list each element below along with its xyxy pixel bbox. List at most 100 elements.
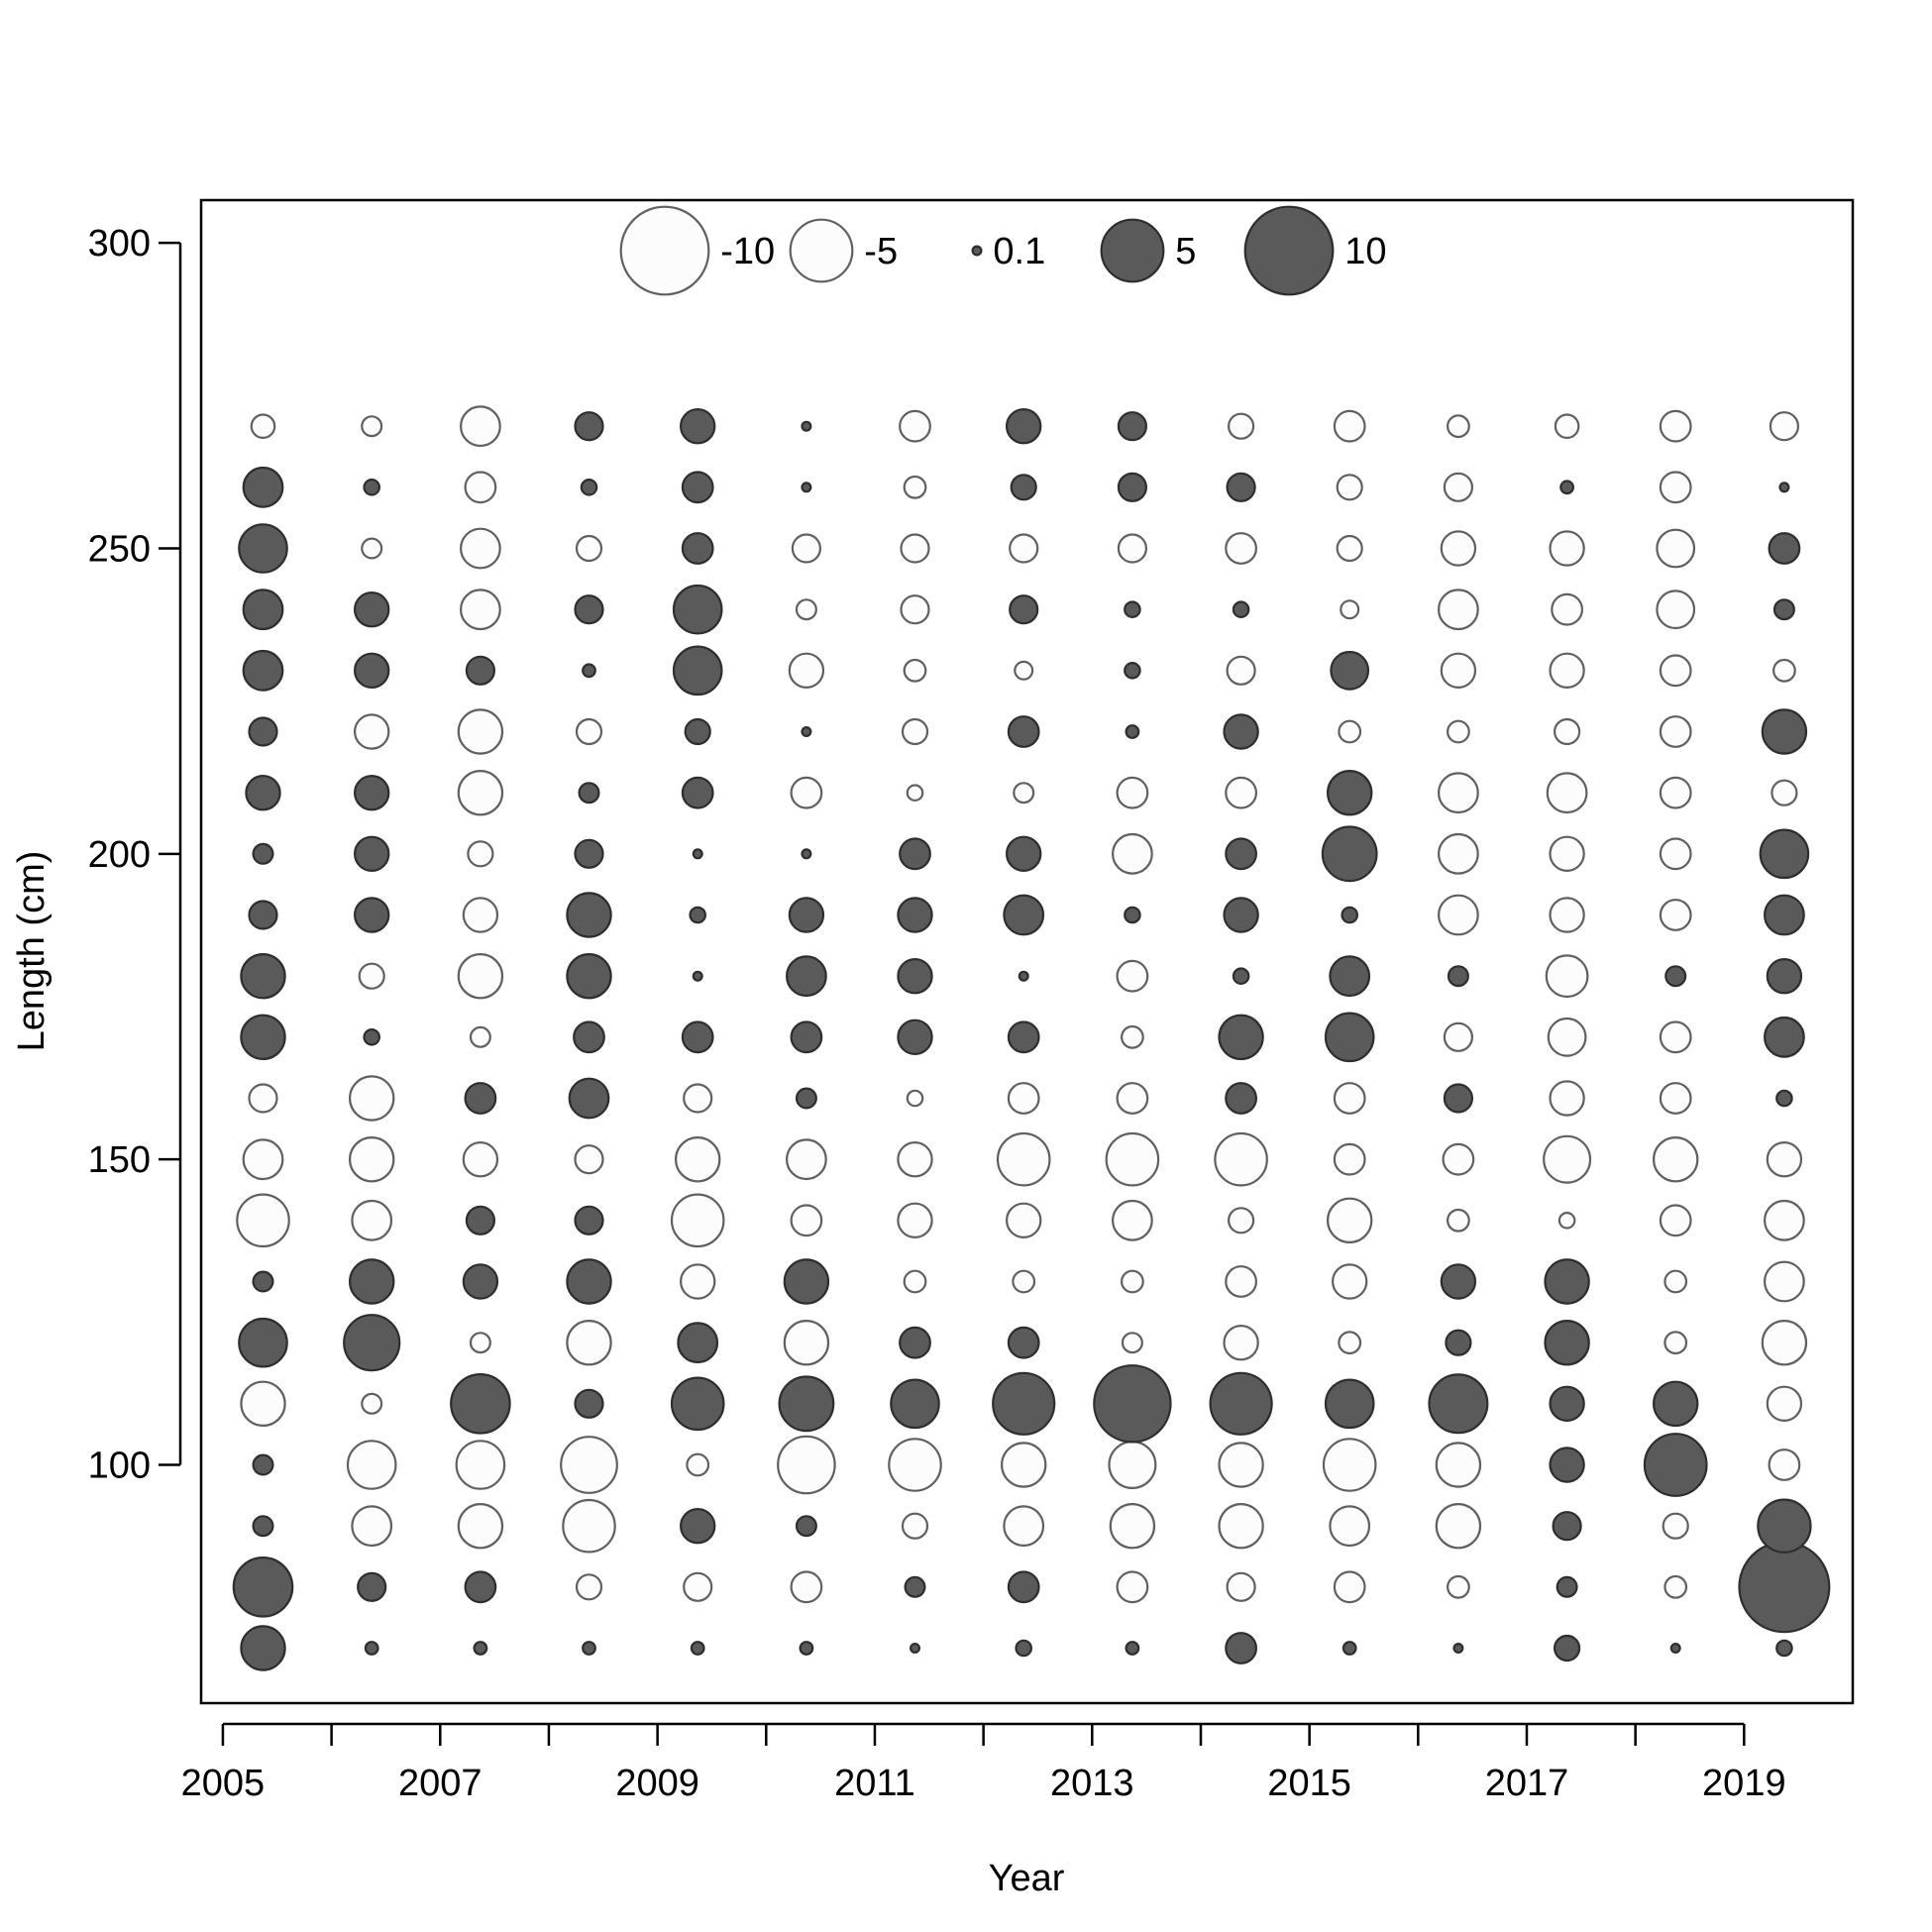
bubble-point xyxy=(1775,1089,1793,1108)
bubble-point xyxy=(562,1498,616,1554)
x-axis: 2005 2007 2009 2011 2013 2015 2017 2019 xyxy=(181,1722,1786,1804)
bubble-point xyxy=(1105,1131,1160,1187)
bubble-point xyxy=(363,1028,380,1046)
bubble-point xyxy=(351,1199,393,1241)
bubble-point xyxy=(801,848,812,860)
bubble-point xyxy=(1440,652,1477,690)
bubble-point xyxy=(1446,719,1470,744)
bubble-point xyxy=(574,1205,604,1235)
bubble-point xyxy=(790,776,823,809)
bubble-point xyxy=(1329,1505,1371,1548)
bubble-point xyxy=(1321,825,1378,883)
bubble-point xyxy=(1005,1202,1042,1239)
bubble-point xyxy=(786,1138,827,1181)
bubble-point xyxy=(1556,1575,1578,1598)
bubble-point xyxy=(1007,1020,1040,1054)
bubble-point xyxy=(1669,1642,1681,1654)
bubble-point xyxy=(1763,1016,1805,1058)
bubble-point xyxy=(1446,1574,1470,1599)
bubble-point xyxy=(795,598,817,621)
bubble-point xyxy=(909,1642,920,1654)
bubble-point xyxy=(1116,959,1149,993)
bubble-point xyxy=(1340,599,1360,620)
bubble-point xyxy=(1007,1326,1040,1359)
bubble-point xyxy=(1125,724,1140,739)
bubble-point xyxy=(245,775,281,811)
bubble-point xyxy=(238,1317,288,1368)
bubble-point xyxy=(1218,1502,1264,1550)
bubble-point xyxy=(252,842,274,865)
bubble-point xyxy=(467,840,494,868)
bubble-point xyxy=(1324,1378,1375,1430)
bubble-point xyxy=(1662,1512,1689,1540)
bubble-point xyxy=(778,1375,835,1433)
bubble-point xyxy=(1549,835,1585,873)
bubble-point xyxy=(464,1570,497,1604)
bubble-point xyxy=(1549,1385,1585,1423)
y-axis: 100 150 200 250 300 xyxy=(88,223,182,1487)
bubble-point xyxy=(1443,1083,1474,1114)
y-axis-label: Length (cm) xyxy=(11,851,53,1052)
bubble-point xyxy=(465,1205,495,1235)
bubble-point xyxy=(903,1269,927,1294)
bubble-point xyxy=(689,906,706,924)
bubble-point xyxy=(1125,1641,1140,1656)
bubble-point xyxy=(1659,471,1692,504)
bubble-point xyxy=(801,725,812,737)
bubble-point xyxy=(1333,1570,1366,1604)
bubble-point xyxy=(582,1641,596,1656)
bubble-point xyxy=(790,1020,823,1054)
bubble-point xyxy=(1111,1199,1153,1241)
bubble-point xyxy=(1772,598,1795,621)
bubble-point xyxy=(1341,906,1358,924)
bubble-point xyxy=(1544,1258,1590,1305)
bubble-point xyxy=(1010,474,1037,501)
bubble-point xyxy=(788,897,825,933)
bubble-point xyxy=(363,478,380,496)
bubble-point xyxy=(1452,1642,1464,1654)
bubble-point xyxy=(1659,715,1692,748)
bubble-point xyxy=(1445,1329,1472,1356)
bubble-point xyxy=(1013,782,1035,805)
legend-label: -5 xyxy=(864,231,898,272)
bubble-point xyxy=(1559,480,1574,495)
bubble-point xyxy=(354,713,390,750)
bubble-point xyxy=(1226,1571,1256,1602)
bubble-point xyxy=(1446,1208,1470,1233)
bubble-point xyxy=(1443,1021,1474,1052)
bubble-point xyxy=(1324,1012,1375,1063)
bubble-point xyxy=(1330,650,1370,691)
bubble-point xyxy=(890,1378,940,1430)
bubble-point xyxy=(1435,1502,1482,1550)
bubble-point xyxy=(1331,1263,1368,1300)
bubble-point xyxy=(1652,1380,1699,1428)
bubble-point xyxy=(675,1135,721,1183)
legend-label: 5 xyxy=(1175,231,1196,272)
bubble-point xyxy=(1778,482,1790,493)
bubble-point xyxy=(1225,1265,1257,1298)
bubble-point xyxy=(1552,1511,1582,1542)
bubble-point xyxy=(1336,474,1363,501)
bubble-point xyxy=(681,1020,714,1054)
x-tick-label: 2015 xyxy=(1267,1763,1351,1804)
bubble-point xyxy=(786,955,827,998)
bubble-point xyxy=(457,1502,504,1550)
bubble-point xyxy=(1232,600,1250,618)
bubble-point xyxy=(1227,412,1255,440)
bubble-point xyxy=(670,1376,725,1432)
bubble-point xyxy=(1225,1632,1257,1664)
bubble-point xyxy=(1761,708,1808,755)
bubble-point xyxy=(1117,533,1148,564)
bubble-point xyxy=(566,1258,612,1305)
bubble-point xyxy=(677,1322,719,1364)
bubble-point xyxy=(560,1436,618,1494)
bubble-point xyxy=(1018,970,1029,982)
bubble-point xyxy=(899,837,931,871)
x-tick-label: 2017 xyxy=(1485,1763,1569,1804)
bubble-point xyxy=(242,649,284,692)
bubble-point xyxy=(790,1204,823,1237)
bubble-point xyxy=(1007,1082,1040,1115)
bubble-point xyxy=(1116,776,1149,809)
legend: -10 -5 0.1 5 10 xyxy=(619,205,1387,296)
bubble-point xyxy=(799,1641,814,1656)
